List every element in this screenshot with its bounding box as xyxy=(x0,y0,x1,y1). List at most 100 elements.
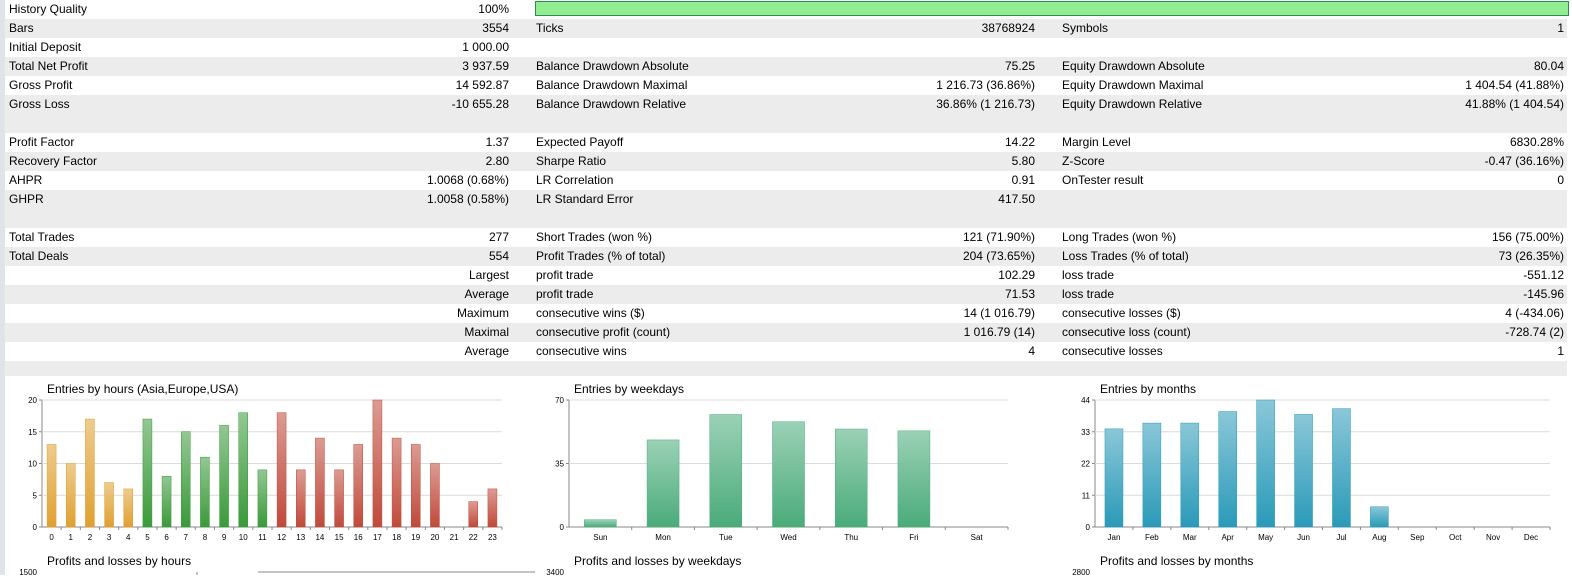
stat-label-l3: Equity Drawdown Relative xyxy=(1062,97,1203,111)
y-tick-label: 11 xyxy=(1082,491,1091,500)
y-tick-label: 20 xyxy=(28,396,37,405)
bar xyxy=(411,444,421,528)
x-tick-label: 8 xyxy=(203,533,208,542)
bar xyxy=(1180,422,1200,528)
bar xyxy=(1218,411,1237,528)
bar xyxy=(142,418,153,528)
stat-label-l2: Balance Drawdown Maximal xyxy=(536,78,688,92)
stat-value-v2: 36.86% (1 216.73) xyxy=(936,97,1035,111)
stat-label-l3: Symbols xyxy=(1062,21,1109,35)
bar xyxy=(1256,399,1275,528)
stat-label-l1: Bars xyxy=(9,21,34,35)
bar xyxy=(1294,414,1313,528)
stat-value-v1: -10 655.28 xyxy=(451,97,509,111)
bar xyxy=(1370,506,1389,528)
bar xyxy=(238,412,248,528)
x-tick-label: 10 xyxy=(239,533,248,542)
bar xyxy=(772,421,805,528)
entries-charts: Entries by hours (Asia,Europe,USA)051015… xyxy=(19,382,1551,577)
bar xyxy=(104,482,114,528)
stat-label-l1: AHPR xyxy=(9,173,43,187)
stat-value-v3: 80.04 xyxy=(1533,59,1564,73)
lower-chart-title: Profits and losses by months xyxy=(1100,554,1253,568)
stat-label-l2: consecutive wins xyxy=(536,344,627,358)
chart-title: Entries by months xyxy=(1100,382,1196,396)
stat-value-v1: Maximal xyxy=(464,325,509,339)
x-tick-label: 21 xyxy=(450,533,459,542)
x-tick-label: 20 xyxy=(430,533,439,542)
stat-label-l2: LR Standard Error xyxy=(536,192,634,206)
stat-label-l3: Equity Drawdown Absolute xyxy=(1062,59,1205,73)
x-tick-label: 14 xyxy=(315,533,324,542)
stat-value-v3: 1 xyxy=(1557,344,1564,358)
stat-value-v1: 14 592.87 xyxy=(455,78,509,92)
bar xyxy=(391,437,402,528)
x-tick-label: 16 xyxy=(354,533,363,542)
bar xyxy=(66,463,76,528)
bar xyxy=(709,414,743,528)
bar xyxy=(85,418,95,528)
stat-label-l1: Gross Profit xyxy=(9,78,73,92)
stat-value-v1: Largest xyxy=(468,268,509,282)
stats-row: Total Deals 554 Profit Trades (% of total)… xyxy=(5,247,1567,266)
y-tick-label: 0 xyxy=(33,523,38,532)
bar xyxy=(315,437,325,528)
stat-label-l3: loss trade xyxy=(1062,287,1115,301)
x-tick-label: 4 xyxy=(126,533,131,542)
bar xyxy=(161,475,172,528)
bar xyxy=(200,456,210,528)
stat-value-v3: -551.12 xyxy=(1523,268,1564,282)
stats-row: Largest profit trade 102.29 loss trade -551.… xyxy=(5,266,1567,285)
stat-value-v2: 121 (71.90%) xyxy=(962,230,1035,244)
stat-value-v1: Average xyxy=(464,344,509,358)
bar xyxy=(1142,422,1162,528)
y-tick-label: 22 xyxy=(1081,460,1090,469)
backtest-stats-table: History Quality 100% Bars 3554 Ticks 387689… xyxy=(5,0,1569,380)
stats-row: Average profit trade 71.53 loss trade -145.9… xyxy=(5,285,1567,304)
bar xyxy=(276,412,287,528)
stat-label-l3: Long Trades (won %) xyxy=(1062,230,1177,244)
x-tick-label: 12 xyxy=(277,533,286,542)
x-tick-label: 15 xyxy=(335,533,344,542)
stat-value-v2: 14 (1 016.79) xyxy=(963,306,1035,320)
stat-value-v2: 75.25 xyxy=(1004,59,1035,73)
stat-label-l1: Total Deals xyxy=(9,249,69,263)
stat-value-v3: -728.74 (2) xyxy=(1505,325,1564,339)
x-tick-label: Nov xyxy=(1486,533,1500,542)
history-quality-value: 100% xyxy=(478,2,509,16)
stat-value-v1: 1.0068 (0.68%) xyxy=(426,173,509,187)
y-tick-label: 10 xyxy=(28,460,37,469)
stats-rows: Bars 3554 Ticks 38768924 Symbols 1 Initial Dep… xyxy=(5,19,1567,380)
stats-row: Recovery Factor 2.80 Sharpe Ratio 5.80 Z-Sco… xyxy=(5,152,1567,171)
x-tick-label: Sep xyxy=(1410,533,1425,542)
x-tick-label: Dec xyxy=(1524,533,1538,542)
bar xyxy=(584,519,617,528)
stats-row: Total Net Profit 3 937.59 Balance Drawdown… xyxy=(5,57,1567,76)
stat-value-v2: 102.29 xyxy=(998,268,1035,282)
history-quality-bar xyxy=(535,1,1569,16)
stats-row: Gross Loss -10 655.28 Balance Drawdown Rel… xyxy=(5,95,1567,114)
x-tick-label: Jul xyxy=(1336,533,1346,542)
stat-value-v1: 1.0058 (0.58%) xyxy=(426,192,509,206)
window-left-edge xyxy=(0,0,5,575)
x-tick-label: 19 xyxy=(411,533,420,542)
stats-row: Bars 3554 Ticks 38768924 Symbols 1 xyxy=(5,19,1567,38)
stat-value-v2: 4 xyxy=(1028,344,1035,358)
stat-value-v2: 71.53 xyxy=(1004,287,1035,301)
x-tick-label: May xyxy=(1258,533,1273,542)
stat-value-v2: 417.50 xyxy=(998,192,1035,206)
x-tick-label: Jun xyxy=(1297,533,1310,542)
stat-label-l3: consecutive loss (count) xyxy=(1062,325,1191,339)
stat-label-l2: consecutive profit (count) xyxy=(536,325,671,339)
y-tick-label: 70 xyxy=(555,396,564,405)
stat-value-v2: 14.22 xyxy=(1004,135,1035,149)
stat-label-l3: Equity Drawdown Maximal xyxy=(1062,78,1204,92)
stat-value-v3: 1 404.54 (41.88%) xyxy=(1465,78,1564,92)
stat-label-l3: loss trade xyxy=(1062,268,1115,282)
x-tick-label: Sat xyxy=(971,533,984,542)
stat-label-l2: Ticks xyxy=(536,21,564,35)
stat-label-l2: consecutive wins ($) xyxy=(536,306,645,320)
x-tick-label: 23 xyxy=(488,533,497,542)
bar xyxy=(487,488,498,528)
stat-label-l2: Balance Drawdown Relative xyxy=(536,97,687,111)
